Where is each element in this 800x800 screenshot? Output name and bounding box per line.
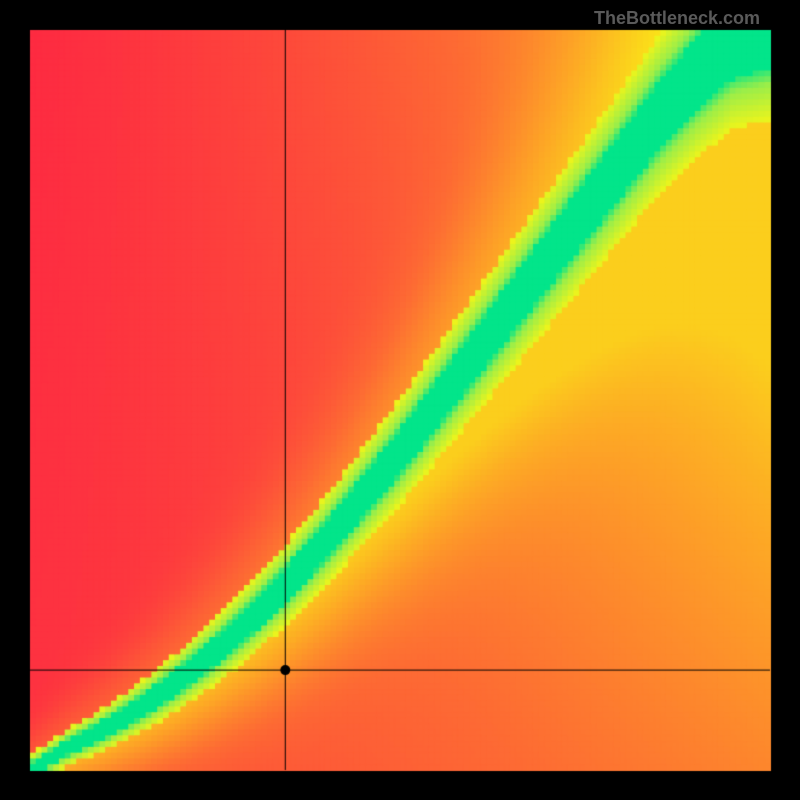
chart-wrapper: TheBottleneck.com	[0, 0, 800, 800]
attribution-label: TheBottleneck.com	[594, 8, 760, 29]
bottleneck-heatmap-canvas	[0, 0, 800, 800]
